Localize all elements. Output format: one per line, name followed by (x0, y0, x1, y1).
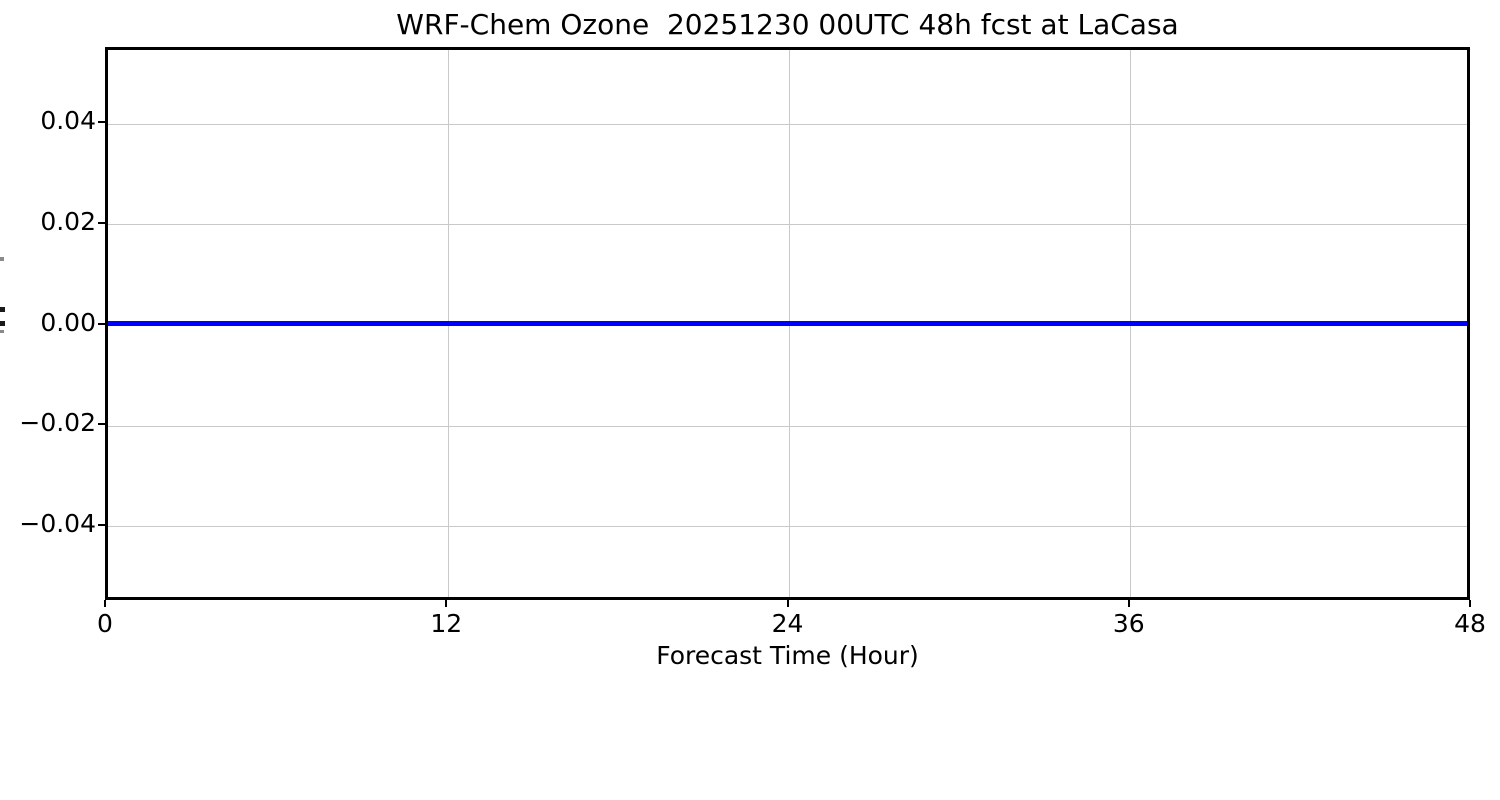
y-tick-0.02 (98, 221, 105, 224)
gridline-y-−0.04 (108, 526, 1467, 528)
x-tick-24 (786, 600, 789, 607)
x-tick-label-48: 48 (1454, 609, 1486, 638)
y-axis-label-fragment (0, 330, 4, 333)
y-tick-0.04 (98, 121, 105, 124)
chart-title: WRF-Chem Ozone 20251230 00UTC 48h fcst a… (396, 8, 1179, 41)
gridline-y-0.04 (108, 123, 1467, 125)
x-tick-36 (1127, 600, 1130, 607)
y-tick-label-−0.04: −0.04 (19, 508, 96, 538)
y-tick-−0.02 (98, 423, 105, 426)
x-tick-label-12: 12 (430, 609, 463, 638)
gridline-y-−0.02 (108, 425, 1467, 427)
x-axis-label: Forecast Time (Hour) (656, 641, 919, 670)
x-tick-48 (1469, 600, 1471, 607)
y-tick-label-0.02: 0.02 (40, 206, 96, 236)
y-axis-label-fragment (0, 321, 5, 326)
y-axis-label-fragment (0, 307, 5, 312)
y-tick-0.00 (98, 322, 105, 325)
y-tick-label-0.04: 0.04 (40, 106, 96, 136)
plot-area (105, 47, 1470, 600)
y-tick-−0.04 (98, 523, 105, 526)
series-line-Ozone (108, 321, 1467, 326)
x-tick-12 (445, 600, 448, 607)
y-tick-label-0.00: 0.00 (40, 307, 96, 337)
x-tick-0 (104, 600, 106, 607)
gridline-y-0.02 (108, 224, 1467, 226)
y-axis-label-fragment (0, 257, 4, 261)
x-tick-label-24: 24 (771, 609, 804, 638)
x-tick-label-36: 36 (1112, 609, 1145, 638)
x-tick-label-0: 0 (97, 609, 113, 638)
y-tick-label-−0.02: −0.02 (19, 408, 96, 438)
